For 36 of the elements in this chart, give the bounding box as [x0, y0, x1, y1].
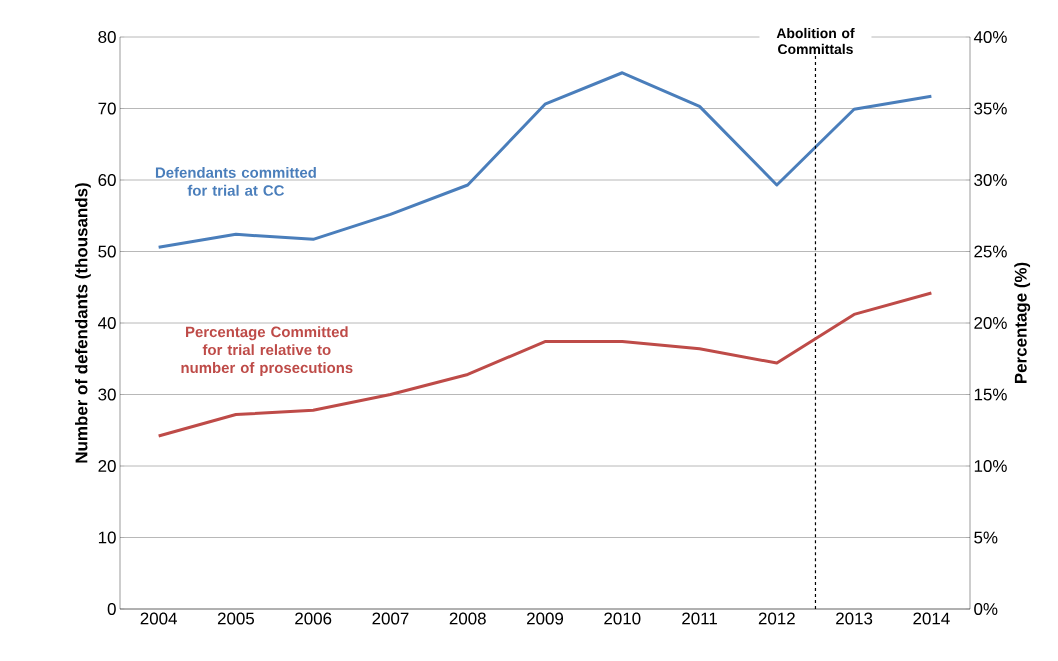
x-tick-label: 2014	[913, 612, 950, 625]
y2-tick-label: 5%	[974, 531, 998, 544]
x-tick-label: 2006	[295, 612, 332, 625]
series-label: Percentage Committed for trial relative to number of prosecutions	[181, 326, 353, 376]
ref-line-label: Abolition of Committals	[776, 27, 855, 55]
x-tick-label: 2009	[527, 612, 564, 625]
x-tick-label: 2004	[140, 612, 177, 625]
line-series	[157, 291, 933, 438]
y2-tick-label: 25%	[974, 245, 1007, 258]
y2-tick-label: 30%	[974, 174, 1007, 186]
y2-tick-label: 15%	[974, 388, 1007, 401]
y2-tick-label: 35%	[974, 102, 1007, 115]
y2-tick-label: 10%	[974, 460, 1007, 472]
text: Defendants committed for trial at CC	[155, 166, 316, 196]
y-tick-label: 70	[98, 102, 116, 115]
y-tick-label: 80	[98, 31, 116, 44]
x-tick-label: 2010	[604, 612, 641, 625]
y-tick-label: 10	[98, 531, 116, 544]
x-tick-label: 2008	[449, 612, 486, 625]
y-axis-title: Number of defendants (thousands)	[75, 183, 91, 463]
y2-tick-label: 0%	[974, 603, 998, 615]
y2-axis-title: Percentage (%)	[1014, 262, 1031, 384]
y-tick-label: 20	[98, 460, 116, 472]
x-tick-label: 2007	[372, 612, 409, 625]
y-tick-label: 60	[98, 174, 116, 187]
line-series	[157, 71, 933, 249]
y-tick-label: 0	[107, 603, 116, 615]
x-tick-label: 2013	[836, 612, 873, 625]
x-tick-label: 2011	[682, 612, 717, 625]
y2-tick-label: 40%	[973, 31, 1007, 43]
y-tick-label: 40	[98, 317, 116, 329]
y2-tick-label: 20%	[974, 317, 1007, 329]
x-tick-label: 2012	[758, 612, 795, 625]
y-tick-label: 30	[98, 388, 116, 401]
y-tick-label: 50	[98, 245, 116, 258]
x-tick-label: 2005	[217, 612, 255, 625]
